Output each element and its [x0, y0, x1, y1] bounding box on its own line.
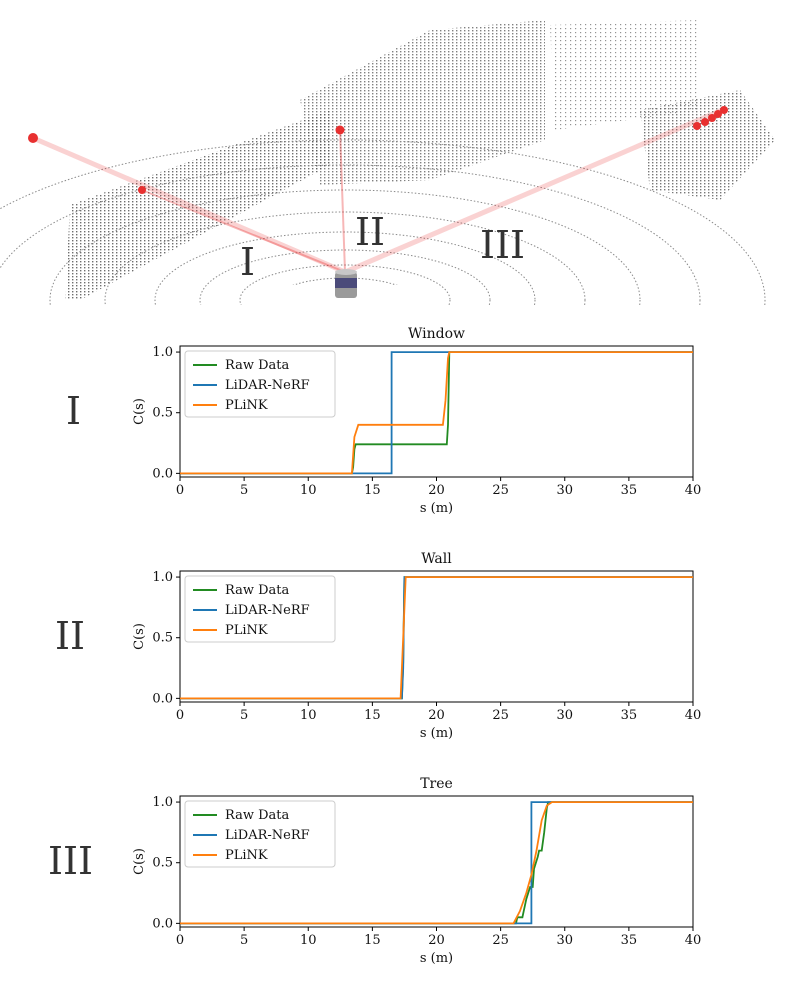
y-tick-label: 0.0: [152, 916, 173, 931]
x-tick-label: 25: [492, 933, 509, 948]
legend-label: PLiNK: [225, 398, 268, 413]
ray-i-endpoint-near: [138, 186, 146, 194]
legend-label: LiDAR-NeRF: [225, 828, 310, 843]
lidar-sensor-icon: [335, 269, 357, 298]
x-axis-label: s (m): [420, 726, 453, 741]
x-tick-label: 15: [364, 933, 381, 948]
x-tick-label: 25: [492, 483, 509, 498]
x-tick-label: 10: [300, 483, 317, 498]
lidar-scene: I II III: [0, 0, 800, 305]
legend-label: PLiNK: [225, 623, 268, 638]
building-center: [300, 20, 545, 185]
ray-i-endpoint-far: [28, 133, 38, 143]
x-tick-label: 40: [685, 933, 702, 948]
x-tick-label: 40: [685, 708, 702, 723]
chart-wall: Wall 0 5 10 15 20 25 30 35 40 0.0 0.5 1.0 s (m) C(s) Ra…: [0, 540, 800, 770]
x-tick-label: 30: [556, 708, 573, 723]
x-tick-label: 40: [685, 483, 702, 498]
y-tick-label: 0.5: [152, 631, 173, 646]
y-tick-label: 1.0: [152, 570, 173, 585]
x-tick-label: 15: [364, 483, 381, 498]
y-tick-label: 0.0: [152, 466, 173, 481]
chart-tree: Tree 0 5 10 15 20 25 30 35 40 0.0 0.5 1.0 s (m) C(s) Ra…: [0, 765, 800, 995]
ray-ii-endpoint: [336, 126, 345, 135]
x-tick-label: 0: [176, 708, 184, 723]
scene-label-iii: III: [480, 223, 525, 267]
chart-window: Window 0 5 10 15 20 25 30 35 40 0.0 0.5 1.0 s (m) C(s)…: [0, 315, 800, 545]
x-axis-label: s (m): [420, 951, 453, 966]
y-axis-label: C(s): [132, 623, 147, 650]
x-tick-label: 5: [240, 483, 248, 498]
x-tick-label: 30: [556, 483, 573, 498]
scene-label-i: I: [240, 240, 255, 284]
x-tick-label: 10: [300, 708, 317, 723]
y-tick-label: 0.5: [152, 406, 173, 421]
x-tick-label: 0: [176, 483, 184, 498]
x-tick-label: 25: [492, 708, 509, 723]
tree-cluster: [640, 90, 775, 200]
x-tick-label: 35: [621, 483, 638, 498]
y-tick-label: 0.5: [152, 856, 173, 871]
legend-label: Raw Data: [225, 358, 289, 373]
y-axis-label: C(s): [132, 848, 147, 875]
legend-label: Raw Data: [225, 583, 289, 598]
chart-title: Tree: [420, 776, 453, 792]
building-facade-left: [65, 110, 330, 300]
x-tick-label: 5: [240, 933, 248, 948]
scene-label-ii: II: [355, 210, 385, 254]
x-tick-label: 15: [364, 708, 381, 723]
y-tick-label: 1.0: [152, 795, 173, 810]
x-tick-label: 35: [621, 933, 638, 948]
x-tick-label: 30: [556, 933, 573, 948]
x-tick-label: 20: [428, 933, 445, 948]
y-tick-label: 0.0: [152, 691, 173, 706]
chart-title: Window: [408, 326, 465, 342]
legend-label: PLiNK: [225, 848, 268, 863]
chart-title: Wall: [421, 551, 452, 567]
y-axis-label: C(s): [132, 398, 147, 425]
ray-iii-endpoint: [693, 122, 701, 130]
x-tick-label: 35: [621, 708, 638, 723]
x-tick-label: 5: [240, 708, 248, 723]
x-tick-label: 0: [176, 933, 184, 948]
x-tick-label: 20: [428, 483, 445, 498]
x-tick-label: 20: [428, 708, 445, 723]
legend-label: LiDAR-NeRF: [225, 378, 310, 393]
x-axis-label: s (m): [420, 501, 453, 516]
legend-label: LiDAR-NeRF: [225, 603, 310, 618]
y-tick-label: 1.0: [152, 345, 173, 360]
legend-label: Raw Data: [225, 808, 289, 823]
x-tick-label: 10: [300, 933, 317, 948]
